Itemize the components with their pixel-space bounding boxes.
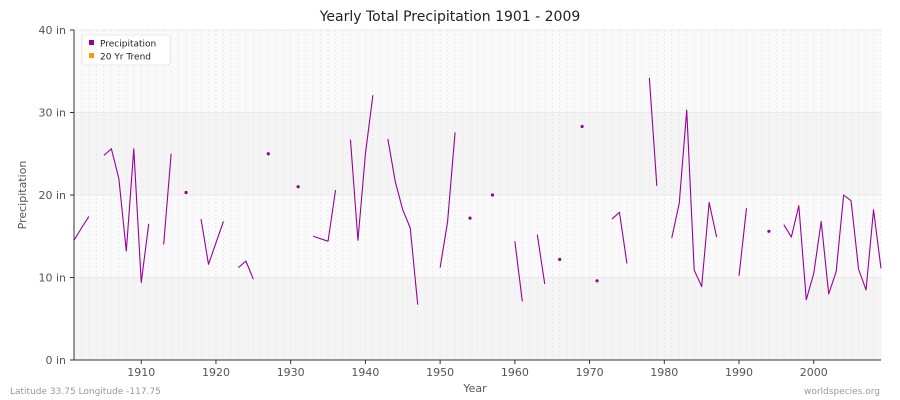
data-point: [580, 124, 584, 129]
data-point: [490, 193, 495, 197]
grid: [73, 29, 882, 361]
x-tick-label: 1980: [650, 366, 678, 379]
series-layer: [73, 77, 882, 305]
data-point: [558, 257, 562, 261]
series-line-segment: [103, 148, 150, 283]
legend: Precipitation 20 Yr Trend: [81, 34, 171, 66]
x-tick-label: 1970: [576, 366, 604, 379]
series-line-segment: [163, 153, 172, 245]
x-tick-label: 1990: [725, 366, 753, 379]
series-line-segment: [387, 138, 419, 305]
chart-title: Yearly Total Precipitation 1901 - 2009: [319, 9, 581, 25]
footer-location: Latitude 33.75 Longitude -117.75: [10, 387, 161, 397]
series-line-segment: [312, 189, 337, 242]
series-line-segment: [514, 241, 523, 302]
series-line-segment: [238, 260, 254, 280]
x-tick-label: 1960: [501, 366, 529, 379]
y-tick-label: 0 in: [45, 354, 66, 367]
series-line-segment: [671, 109, 718, 288]
footer-source: worldspecies.org: [804, 387, 880, 397]
y-axis-label: Precipitation: [16, 161, 29, 230]
x-axis-ticks: 1910 1920 1930 1940 1950 1960 1970 1980 1990 2000: [127, 360, 828, 379]
data-point: [296, 185, 300, 189]
x-tick-label: 1910: [127, 366, 155, 379]
series-line-segment: [738, 208, 748, 276]
x-tick-label: 1950: [426, 366, 454, 379]
x-tick-label: 1940: [351, 366, 379, 379]
x-axis-label: Year: [462, 382, 487, 395]
series-line-segment: [439, 132, 456, 268]
x-tick-label: 1930: [277, 366, 305, 379]
series-line-segment: [648, 77, 658, 186]
series-line-segment: [611, 211, 628, 264]
y-tick-label: 20 in: [38, 189, 66, 202]
y-tick-label: 10 in: [38, 272, 66, 285]
series-line-segment: [349, 95, 374, 241]
series-line-segment: [536, 234, 546, 285]
x-tick-label: 2000: [800, 366, 828, 379]
series-line-segment: [200, 218, 224, 265]
legend-swatch-trend: [89, 53, 94, 58]
y-tick-label: 40 in: [38, 24, 66, 37]
data-point: [184, 190, 188, 195]
series-line-segment: [73, 216, 90, 241]
legend-box: [81, 34, 171, 66]
x-tick-label: 1920: [202, 366, 230, 379]
y-axis-ticks: 0 in 10 in 20 in 30 in 40 in: [38, 24, 74, 367]
y-tick-label: 30 in: [38, 107, 66, 120]
data-point: [767, 229, 771, 233]
data-point: [266, 152, 270, 156]
data-point: [595, 279, 599, 283]
legend-label-precipitation: Precipitation: [100, 40, 156, 50]
legend-label-trend: 20 Yr Trend: [100, 53, 151, 63]
series-line-segment: [783, 194, 882, 301]
data-point: [468, 216, 472, 220]
legend-swatch-precipitation: [89, 40, 94, 45]
